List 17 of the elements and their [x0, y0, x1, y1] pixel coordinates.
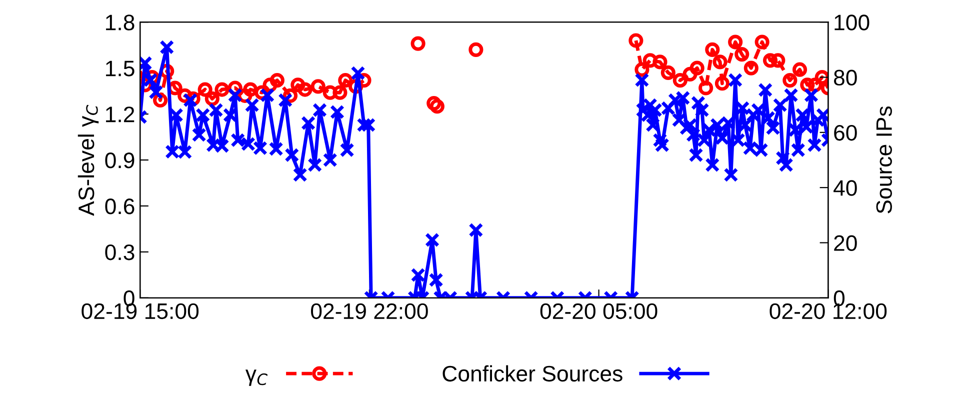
y-tick-label: 1.8: [106, 14, 134, 30]
y2-tick-label: 80: [834, 70, 857, 86]
y-tick-label: 0.6: [105, 198, 134, 214]
y-tick-label: 0.9: [105, 152, 134, 168]
y-tick-label: 1.2: [106, 106, 134, 122]
y2-tick-label: 60: [834, 124, 857, 141]
y-tick-label: 1.5: [106, 60, 134, 76]
y2-tick-label: 100: [834, 14, 870, 30]
y-tick-label: 0.3: [105, 244, 134, 260]
y2-tick-label: 20: [834, 235, 857, 251]
y2-axis-title: Source IPs: [876, 106, 892, 214]
legend-label: γ$_{C}$: [245, 370, 268, 386]
legend-label: Conficker Sources: [442, 365, 622, 382]
y-axis-title: AS-level γ$_{C}$: [78, 104, 99, 216]
x-tick-label: 02-19 22:00: [311, 303, 428, 320]
y2-tick-label: 40: [834, 180, 857, 196]
x-tick-label: 02-20 05:00: [540, 303, 658, 320]
